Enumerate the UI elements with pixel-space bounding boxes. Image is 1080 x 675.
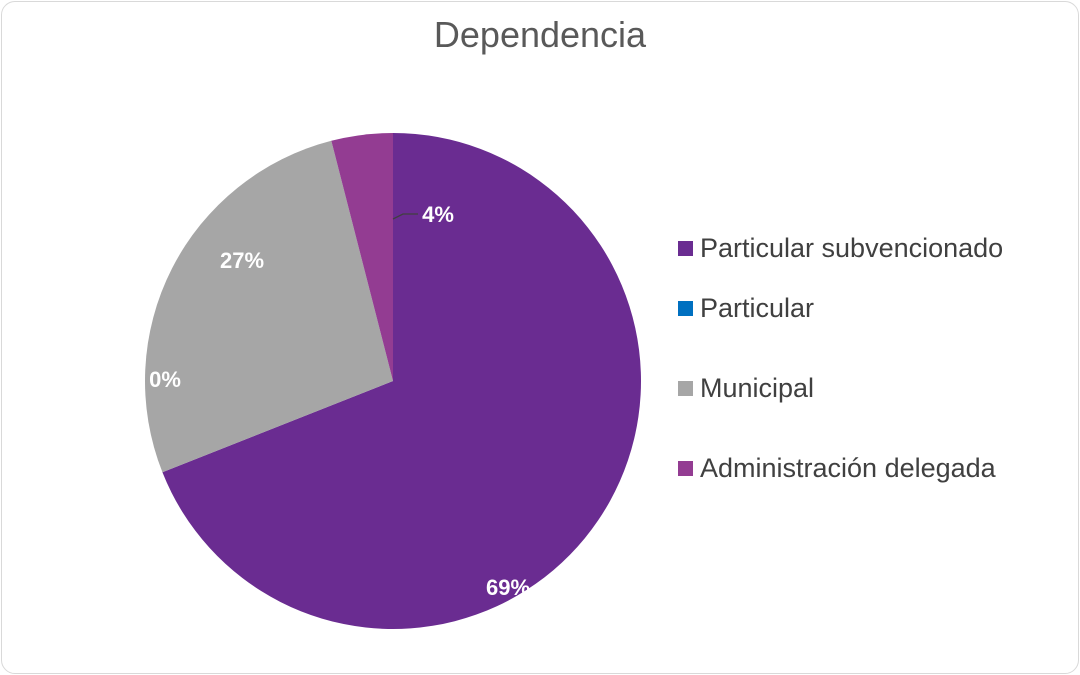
pie-slices (145, 133, 641, 629)
legend-item-particular: Particular (678, 268, 1003, 348)
data-label-particular: 0% (149, 367, 181, 392)
leader-lines (392, 213, 418, 220)
legend-label: Particular (700, 292, 815, 323)
pie-slice-municipal (145, 140, 393, 473)
legend-label: Particular subvencionado (700, 232, 1004, 263)
legend-item-particular-subvencionado: Particular subvencionado (678, 228, 1003, 268)
legend: Particular subvencionado Particular Muni… (678, 228, 1003, 508)
data-label-particular-subvencionado: 69% (486, 575, 530, 600)
legend-swatch (678, 300, 693, 316)
legend-swatch (678, 460, 693, 476)
legend-label: Administración delegada (700, 452, 996, 483)
legend-item-administracion-delegada: Administración delegada (678, 428, 1003, 508)
chart-title: Dependencia (433, 14, 647, 55)
legend-swatch (678, 380, 693, 396)
leader-line-administracion-delegada (392, 213, 418, 220)
data-labels: 69% 0% 27% 4% (149, 202, 530, 600)
pie-slice-particular-subvencionado (162, 133, 641, 629)
pie-slice-administracion-delegada (331, 133, 393, 381)
legend-label: Municipal (700, 372, 815, 403)
legend-swatch (678, 240, 693, 256)
data-label-administracion-delegada: 4% (422, 202, 454, 227)
data-label-municipal: 27% (220, 248, 264, 273)
legend-item-municipal: Municipal (678, 348, 1003, 428)
